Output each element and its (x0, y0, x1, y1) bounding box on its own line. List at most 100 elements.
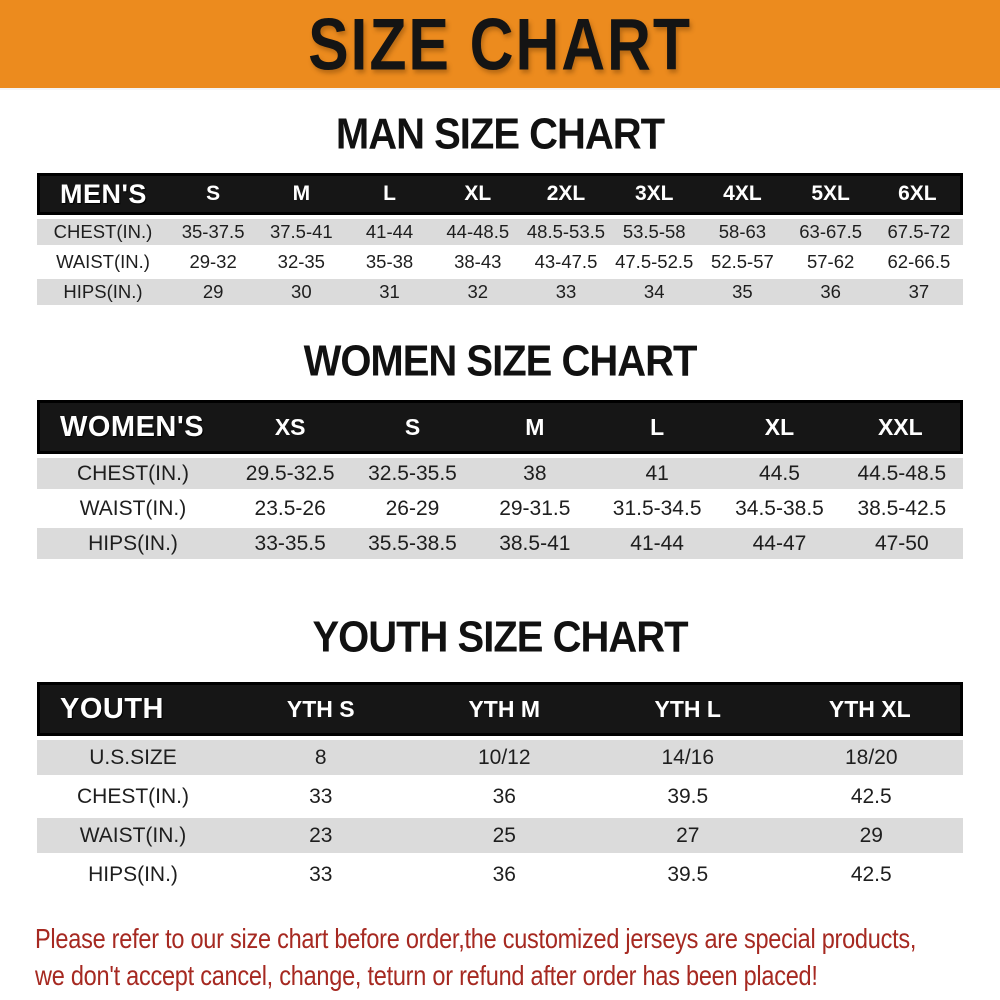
note-line-1: Please refer to our size chart before or… (35, 923, 917, 954)
measurement-label: WAIST(IN.) (79, 823, 187, 847)
measurement-row: CHEST(IN.) 35-37.5 37.5-41 41-44 44-48.5 48.5… (37, 219, 963, 245)
measurement-value: 44-47 (752, 531, 807, 555)
measurement-value: 38.5-41 (499, 531, 571, 555)
measurement-value: 42.5 (850, 784, 892, 808)
measurement-value: 30 (291, 281, 312, 302)
measurement-value: 53.5-58 (622, 221, 686, 242)
size-column-header: YTH M (412, 682, 596, 736)
measurement-value: 29-31.5 (499, 496, 571, 520)
measurement-value: 33 (309, 862, 333, 886)
measurement-value: 39.5 (667, 862, 709, 886)
measurement-value: 23 (309, 823, 333, 847)
measurement-value: 42.5 (850, 862, 892, 886)
size-column-header: 2XL (521, 173, 611, 215)
measurement-value: 35-37.5 (181, 221, 245, 242)
measurement-value: 34 (643, 281, 665, 302)
size-column-header: YTH XL (779, 682, 963, 736)
size-column-header: 4XL (698, 173, 787, 215)
measurement-value: 32-35 (277, 251, 325, 272)
measurement-value: 36 (820, 281, 841, 302)
measurement-value: 41 (645, 461, 669, 485)
size-header-row: YOUTH YTH S YTH M YTH L YTH XL (37, 682, 963, 736)
man-size-chart-title: MAN SIZE CHART (335, 109, 665, 159)
measurement-value: 43-47.5 (534, 251, 598, 272)
measurement-label: HIPS(IN.) (88, 862, 178, 886)
measurement-row: U.S.SIZE 8 10/12 14/16 18/20 (37, 740, 963, 775)
measurement-value: 32 (467, 281, 489, 302)
measurement-value: 62-66.5 (887, 251, 951, 272)
youth-size-table: YOUTH YTH S YTH M YTH L YTH XL U.S.SIZE 8 10/12… (37, 678, 963, 896)
size-column-header: S (351, 400, 474, 454)
measurement-value: 35 (732, 281, 753, 302)
footer-note: Please refer to our size chart before or… (35, 920, 970, 994)
measurement-value: 35.5-38.5 (368, 531, 457, 555)
measurement-value: 35-38 (365, 251, 414, 272)
size-column-header: 5XL (786, 173, 875, 215)
measurement-row: HIPS(IN.) 33 36 39.5 42.5 (37, 857, 963, 892)
measurement-value: 32.5-35.5 (368, 461, 457, 485)
measurement-value: 47.5-52.5 (615, 251, 694, 272)
size-column-header: YTH L (596, 682, 780, 736)
measurement-value: 38-43 (454, 251, 502, 272)
measurement-value: 33 (555, 281, 577, 302)
measurement-value: 36 (492, 862, 516, 886)
measurement-value: 44.5 (759, 461, 800, 485)
measurement-value: 34.5-38.5 (735, 496, 824, 520)
measurement-value: 58-63 (718, 221, 767, 242)
measurement-value: 36 (492, 784, 516, 808)
size-column-header: L (345, 173, 434, 215)
size-column-header: M (473, 400, 596, 454)
youth-size-section: YOUTH SIZE CHART YOUTH YTH S YTH M YTH L YTH… (0, 612, 1000, 896)
measurement-row: WAIST(IN.) 23 25 27 29 (37, 818, 963, 853)
measurement-value: 38.5-42.5 (857, 496, 947, 520)
measurement-value: 44-48.5 (446, 221, 510, 242)
measurement-value: 63-67.5 (799, 221, 863, 242)
measurement-value: 38 (523, 461, 547, 485)
measurement-value: 41-44 (630, 531, 684, 555)
measurement-value: 10/12 (477, 745, 531, 769)
men-size-table: MEN'S S M L XL 2XL 3XL 4XL 5XL 6XL CHEST(IN.) 35-37… (37, 169, 963, 309)
measurement-value: 8 (314, 745, 327, 769)
measurement-row: HIPS(IN.) 33-35.5 35.5-38.5 38.5-41 41-44 44-… (37, 528, 963, 559)
measurement-value: 18/20 (844, 745, 898, 769)
measurement-value: 29.5-32.5 (245, 461, 335, 485)
measurement-value: 29-32 (189, 251, 237, 272)
measurement-label: CHEST(IN.) (77, 784, 189, 808)
women-size-section: WOMEN SIZE CHART WOMEN'S XS S M L XL XXL CHEST(… (0, 336, 1000, 563)
note-line-2: we don't accept cancel, change, teturn o… (35, 960, 818, 991)
size-column-header: XXL (840, 400, 963, 454)
youth-size-chart-title: YOUTH SIZE CHART (312, 612, 688, 662)
table-corner-label: YOUTH (37, 682, 229, 736)
page-title: SIZE CHART (308, 2, 692, 86)
size-column-header: 6XL (874, 173, 963, 215)
size-column-header: XS (229, 400, 352, 454)
measurement-row: WAIST(IN.) 23.5-26 26-29 29-31.5 31.5-34.5 34… (37, 493, 963, 524)
size-column-header: XL (718, 400, 841, 454)
measurement-value: 39.5 (667, 784, 709, 808)
measurement-value: 44.5-48.5 (857, 461, 947, 485)
measurement-value: 29 (202, 281, 224, 302)
measurement-row: CHEST(IN.) 29.5-32.5 32.5-35.5 38 41 44.5 44.5… (37, 458, 963, 489)
size-column-header: 3XL (610, 173, 699, 215)
table-corner-label: WOMEN'S (37, 400, 229, 454)
measurement-value: 14/16 (661, 745, 715, 769)
banner: SIZE CHART (0, 0, 1000, 90)
measurement-row: CHEST(IN.) 33 36 39.5 42.5 (37, 779, 963, 814)
measurement-label: U.S.SIZE (89, 745, 177, 769)
measurement-value: 26-29 (385, 496, 440, 520)
measurement-value: 48.5-53.5 (526, 221, 606, 242)
measurement-label: HIPS(IN.) (63, 281, 143, 302)
measurement-label: WAIST(IN.) (56, 251, 150, 272)
measurement-value: 33-35.5 (254, 531, 326, 555)
table-corner-label: MEN'S (37, 173, 169, 215)
measurement-row: WAIST(IN.) 29-32 32-35 35-38 38-43 43-47.5 47.… (37, 249, 963, 275)
measurement-value: 33 (309, 784, 333, 808)
measurement-value: 52.5-57 (711, 251, 774, 272)
measurement-label: CHEST(IN.) (77, 461, 189, 485)
size-column-header: XL (433, 173, 522, 215)
measurement-value: 37 (908, 281, 930, 302)
size-header-row: WOMEN'S XS S M L XL XXL (37, 400, 963, 454)
measurement-label: CHEST(IN.) (53, 221, 153, 242)
women-size-chart-title: WOMEN SIZE CHART (303, 336, 698, 386)
